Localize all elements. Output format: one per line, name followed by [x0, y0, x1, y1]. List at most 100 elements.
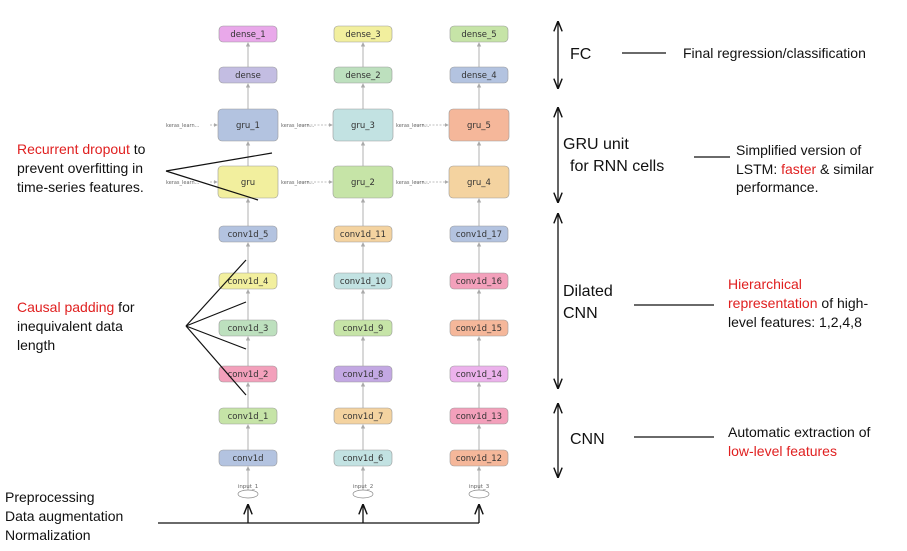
- layer-node-box: [217, 165, 279, 199]
- section-label-dilated-2: CNN: [563, 305, 598, 322]
- dropout-annotation-2: prevent overfitting in: [17, 160, 143, 176]
- description-connectors: [622, 52, 730, 438]
- layer-node: dense: [218, 66, 278, 84]
- layer-node-box: [449, 272, 509, 290]
- layer-node: conv1d_15: [449, 319, 509, 337]
- layer-node-label: gru_4: [467, 178, 491, 188]
- layer-node-box: [333, 319, 393, 337]
- layer-node-box: [449, 66, 509, 84]
- layer-node: dense_4: [449, 66, 509, 84]
- layer-node: dense_2: [333, 66, 393, 84]
- layer-node-box: [218, 66, 278, 84]
- cnn-description-1: Automatic extraction of: [728, 424, 871, 440]
- keras-connector-label: keras_learn...: [166, 180, 200, 186]
- layer-node-box: [218, 319, 278, 337]
- layer-node: conv1d_7: [333, 407, 393, 425]
- dropout-annotation-1: Recurrent dropout to: [17, 141, 146, 157]
- dropout-annotation-3: time-series features.: [17, 179, 144, 195]
- layer-node-label: conv1d_3: [228, 324, 269, 334]
- layer-node-box: [333, 365, 393, 383]
- layer-node-box: [449, 225, 509, 243]
- layer-node-box: [332, 165, 394, 199]
- padding-annotation-3: length: [17, 337, 55, 353]
- layer-node: conv1d_13: [449, 407, 509, 425]
- layer-node-label: conv1d_14: [456, 370, 502, 380]
- layer-node-box: [218, 225, 278, 243]
- layer-node-label: dense_4: [461, 71, 496, 81]
- layer-node-label: conv1d: [232, 454, 263, 464]
- layer-node-label: dense_3: [345, 30, 380, 40]
- layer-node: conv1d_14: [449, 365, 509, 383]
- layer-node: conv1d_2: [218, 365, 278, 383]
- layer-node: gru_5: [448, 108, 510, 142]
- section-label-fc: FC: [570, 46, 591, 63]
- layer-node-label: conv1d_15: [456, 324, 502, 334]
- layer-node-label: conv1d_16: [456, 277, 502, 287]
- layer-node-box: [218, 365, 278, 383]
- input-node-label: input_1: [238, 484, 258, 490]
- layer-node-box: [448, 165, 510, 199]
- preprocessing-label-2: Data augmentation: [5, 508, 123, 524]
- layer-node-box: [333, 407, 393, 425]
- layer-node-label: conv1d_9: [343, 324, 384, 334]
- padding-pointer-lines: [185, 259, 247, 396]
- dropout-pointer-lines: [165, 152, 273, 201]
- cnn-description-2: low-level features: [728, 443, 837, 459]
- layer-node: gru_3: [332, 108, 394, 142]
- keras-connector-label: keras_learn...: [281, 123, 315, 129]
- layer-node-label: gru_3: [351, 121, 375, 131]
- layer-node-box: [333, 25, 393, 43]
- layer-node: conv1d_4: [218, 272, 278, 290]
- gru-description-2: LSTM: faster & similar: [736, 161, 874, 177]
- layer-node-box: [449, 407, 509, 425]
- layer-node-box: [333, 272, 393, 290]
- network-edges: keras_learn... keras_learn... keras_learn.…: [166, 42, 482, 490]
- layer-node-box: [218, 449, 278, 467]
- input-node: input_1: [237, 484, 259, 499]
- layer-node: conv1d_5: [218, 225, 278, 243]
- keras-connector-label: keras_learn...: [166, 123, 200, 129]
- layer-node: dense_3: [333, 25, 393, 43]
- layer-node: dense_1: [218, 25, 278, 43]
- layer-node-label: dense: [235, 71, 261, 81]
- layer-node-box: [333, 225, 393, 243]
- layer-node-label: conv1d_11: [340, 230, 386, 240]
- layer-node: gru_4: [448, 165, 510, 199]
- layer-node-label: conv1d_1: [228, 412, 269, 422]
- layer-node-label: gru: [241, 178, 255, 188]
- layer-node-box: [449, 319, 509, 337]
- layer-node-box: [218, 25, 278, 43]
- input-node-ellipse: [237, 489, 259, 499]
- fc-description: Final regression/classification: [683, 45, 866, 61]
- layer-node: dense_5: [449, 25, 509, 43]
- layer-node-box: [333, 66, 393, 84]
- dilated-description-3: level features: 1,2,4,8: [728, 314, 862, 330]
- input-node: input_2: [352, 484, 374, 499]
- layer-node-label: conv1d_12: [456, 454, 502, 464]
- layer-node-box: [218, 272, 278, 290]
- layer-node-label: conv1d_2: [228, 370, 269, 380]
- input-node: input_3: [468, 484, 490, 499]
- input-node-label: input_3: [469, 484, 490, 490]
- layer-node: conv1d_3: [218, 319, 278, 337]
- layer-node: conv1d_6: [333, 449, 393, 467]
- input-node-ellipse: [468, 489, 490, 499]
- padding-annotation-1: Causal padding for: [17, 299, 135, 315]
- layer-node-label: conv1d_4: [228, 277, 269, 287]
- layer-node: conv1d_10: [333, 272, 393, 290]
- layer-node-label: dense_1: [230, 30, 265, 40]
- layer-node-label: gru_5: [467, 121, 491, 131]
- layer-node-box: [217, 108, 279, 142]
- layer-node-label: conv1d_7: [343, 412, 384, 422]
- layer-node: conv1d_17: [449, 225, 509, 243]
- padding-annotation-2: inequivalent data: [17, 318, 123, 334]
- layer-node-label: conv1d_17: [456, 230, 502, 240]
- layer-node-box: [333, 449, 393, 467]
- layer-node-label: conv1d_10: [340, 277, 386, 287]
- input-feed-lines: [158, 505, 479, 524]
- dilated-description-2: representation of high-: [728, 295, 868, 311]
- gru-description-1: Simplified version of: [736, 142, 861, 158]
- layer-node: conv1d_16: [449, 272, 509, 290]
- layer-node: gru_1: [217, 108, 279, 142]
